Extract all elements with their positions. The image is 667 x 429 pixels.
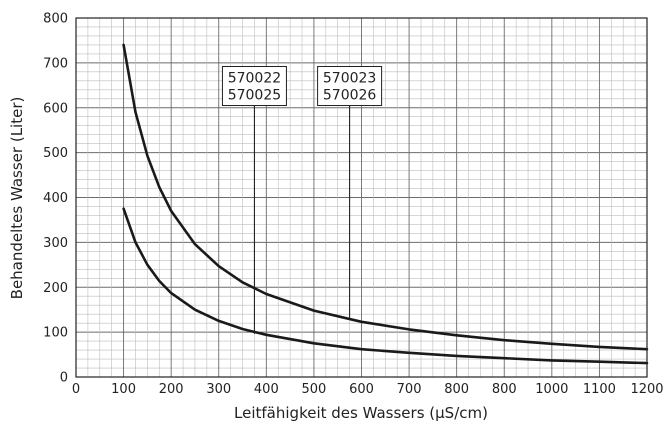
series-layer <box>122 43 649 365</box>
x-tick-label: 800 <box>444 382 469 397</box>
x-tick-label: 500 <box>302 382 327 397</box>
annotation-box <box>317 66 383 107</box>
tick-labels: 0 100 200 300 400 500 600 700 800 0 100 200 300 400 50… <box>43 12 663 398</box>
x-tick-label: 300 <box>206 382 231 397</box>
annotation-box <box>221 66 287 107</box>
grid <box>76 18 647 377</box>
x-tick-label: 800 <box>492 382 517 397</box>
x-tick-label: 100 <box>111 382 136 397</box>
x-tick-label: 700 <box>397 382 422 397</box>
series-line-2 <box>122 207 649 365</box>
annotation-label: 570025 <box>228 88 281 104</box>
y-tick-label: 800 <box>43 12 68 27</box>
x-tick-label: 1200 <box>630 382 663 397</box>
x-tick-label: 200 <box>159 382 184 397</box>
x-tick-label: 1000 <box>535 382 568 397</box>
annotation-label: 570022 <box>228 71 281 87</box>
annotation-label: 570026 <box>323 88 377 104</box>
y-tick-label: 600 <box>43 101 68 116</box>
x-axis-title: Leitfähigkeit des Wassers (µS/cm) <box>234 404 488 422</box>
x-tick-label: 1100 <box>583 382 616 397</box>
x-tick-label: 600 <box>349 382 374 397</box>
x-tick-label: 0 <box>72 382 80 397</box>
y-axis-title: Behandeltes Wasser (Liter) <box>8 97 26 300</box>
y-tick-label: 0 <box>60 371 68 386</box>
x-tick-label: 400 <box>254 382 279 397</box>
series-line-1 <box>122 43 649 351</box>
y-tick-label: 300 <box>43 236 68 251</box>
axes <box>75 17 648 378</box>
y-tick-label: 400 <box>43 191 68 206</box>
y-tick-label: 500 <box>43 146 68 161</box>
annotation-label: 570023 <box>323 71 376 87</box>
y-tick-label: 100 <box>43 326 68 341</box>
y-tick-label: 200 <box>43 281 68 296</box>
plot-frame <box>75 17 648 378</box>
y-tick-label: 700 <box>43 56 68 71</box>
